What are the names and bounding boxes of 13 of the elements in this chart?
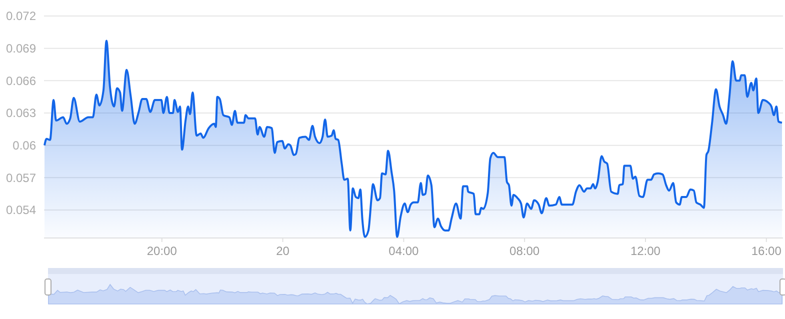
y-tick-label: 0.06	[12, 138, 36, 153]
y-tick-label: 0.066	[6, 74, 36, 88]
y-tick-label: 0.057	[6, 170, 36, 185]
x-tick-label: 20	[276, 244, 290, 258]
y-tick-label: 0.054	[6, 203, 36, 218]
y-tick-label: 0.072	[6, 9, 36, 24]
x-tick-label: 20:00	[146, 244, 178, 258]
x-tick-label: 04:00	[388, 244, 420, 258]
x-tick-label: 16:00	[751, 244, 782, 258]
x-tick-label: 08:00	[510, 244, 540, 258]
x-tick-label: 12:00	[630, 244, 661, 258]
y-tick-label: 0.063	[6, 106, 36, 120]
y-tick-label: 0.069	[6, 42, 36, 56]
